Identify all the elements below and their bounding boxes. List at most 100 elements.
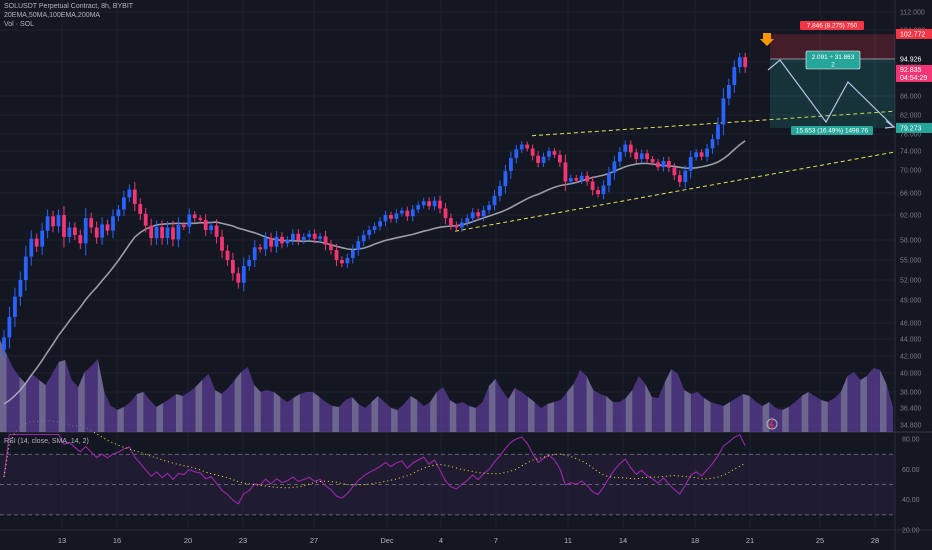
chart-title[interactable]: SOLUSDT Perpetual Contract, 8h, BYBIT [4, 3, 134, 10]
time-tick-label: 21 [746, 536, 754, 545]
candle-bear [231, 260, 235, 274]
candle-bull [122, 197, 126, 210]
time-tick-label: 20 [184, 536, 192, 545]
candle-bull [345, 258, 350, 264]
candle-bear [73, 227, 77, 235]
ma-legend[interactable]: 20EMA,50MA,100EMA,200MA [4, 12, 101, 19]
volume-bar-down [762, 402, 770, 432]
price-tick-label: 38.000 [900, 390, 922, 397]
volume-bar-down [352, 397, 359, 432]
candle-bull [688, 157, 693, 171]
candle-bear [198, 218, 203, 220]
volume-bar-down [156, 403, 163, 432]
price-tick-label: 46.000 [900, 321, 922, 328]
price-tag-target: 79.273 [900, 125, 922, 132]
candle-bear [552, 151, 557, 155]
candle-bear [454, 225, 459, 228]
volume-bar-down [645, 384, 652, 432]
candle-bear [149, 225, 154, 239]
candle-bull [378, 221, 382, 227]
candle-bull [416, 205, 421, 210]
candle-bear [743, 57, 748, 68]
candle-bear [138, 204, 143, 214]
volume-bar-down [801, 392, 809, 432]
volume-bar-down [821, 400, 828, 432]
candle-bull [116, 209, 121, 217]
volume-pane [0, 340, 893, 432]
volume-bar-down [508, 388, 515, 432]
volume-bar-down [567, 384, 574, 432]
lower-channel-line [454, 151, 896, 232]
time-tick-label: 23 [239, 536, 247, 545]
candle-bull [83, 218, 88, 244]
price-tag-top-bg [896, 28, 932, 39]
candle-bear [596, 190, 600, 195]
candle-bull [356, 241, 361, 250]
lightning-glyph [769, 419, 774, 430]
volume-bar-down [488, 379, 496, 432]
candle-bull [176, 225, 181, 240]
time-tick-label: 11 [564, 536, 572, 545]
countdown-label: 04:54:29 [900, 75, 927, 82]
price-tick-label: 86.000 [900, 94, 922, 101]
candle-bull [7, 316, 12, 338]
candle-bull [18, 280, 23, 297]
candle-bull [241, 266, 246, 283]
candle-bull [372, 226, 377, 230]
price-tick-label: 55.000 [900, 258, 922, 265]
candle-bull [737, 57, 742, 68]
candle-bull [307, 233, 312, 237]
candle-bear [650, 159, 655, 163]
candle-bull [2, 337, 6, 350]
rsi-legend[interactable]: RSI (14, close, SMA, 14, 2) [4, 438, 89, 445]
target-label-bg [791, 126, 873, 135]
candle-bear [94, 227, 99, 238]
price-tick-label: 62.000 [900, 213, 922, 220]
candle-bull [503, 171, 508, 187]
price-tick-label: 36.400 [900, 406, 922, 413]
volume-bar-down [332, 406, 339, 432]
volume-bar-down [176, 394, 183, 432]
volume-bar-down [547, 402, 555, 432]
candle-bull [683, 170, 688, 183]
candle-bull [432, 200, 437, 207]
price-tag-target-bg [896, 122, 932, 133]
volume-legend[interactable]: Vol · SOL [4, 21, 34, 28]
candle-bull [154, 226, 159, 239]
price-tick-label: 78.000 [900, 132, 922, 139]
candle-bull [400, 210, 404, 214]
candle-bull [383, 215, 388, 222]
candle-bull [519, 144, 524, 150]
price-tag-last-bg [896, 64, 932, 82]
candle-bull [618, 152, 622, 162]
entry-sublabel: 2 [831, 62, 835, 69]
rsi-tick-label: 40.00 [902, 497, 920, 504]
candle-bull [732, 67, 737, 85]
time-tick-label: 25 [816, 536, 824, 545]
volume-bar-down [215, 390, 222, 432]
candle-bull [318, 236, 322, 239]
candle-bull [252, 247, 257, 260]
volume-bar-down [273, 392, 281, 432]
volume-bar-down [293, 394, 300, 432]
candle-bull [291, 233, 295, 241]
candle-bear [585, 175, 590, 182]
volume-bar-down [39, 380, 46, 432]
candle-bull [410, 209, 415, 217]
volume-bar-down [469, 406, 476, 432]
candle-bear [563, 162, 568, 182]
volume-bar-down [723, 402, 730, 432]
price-tag-top: 102.772 [900, 31, 925, 38]
candle-bear [329, 244, 333, 250]
candle-bear [667, 161, 671, 168]
volume-bar-down [19, 377, 27, 432]
volume-bar-down [136, 392, 144, 432]
candle-bear [427, 201, 431, 207]
time-tick-label: 14 [619, 536, 627, 545]
volume-bar-down [880, 370, 887, 432]
candle-bull [263, 238, 268, 250]
trendline-layer[interactable] [454, 110, 896, 232]
candle-bull [187, 214, 192, 227]
